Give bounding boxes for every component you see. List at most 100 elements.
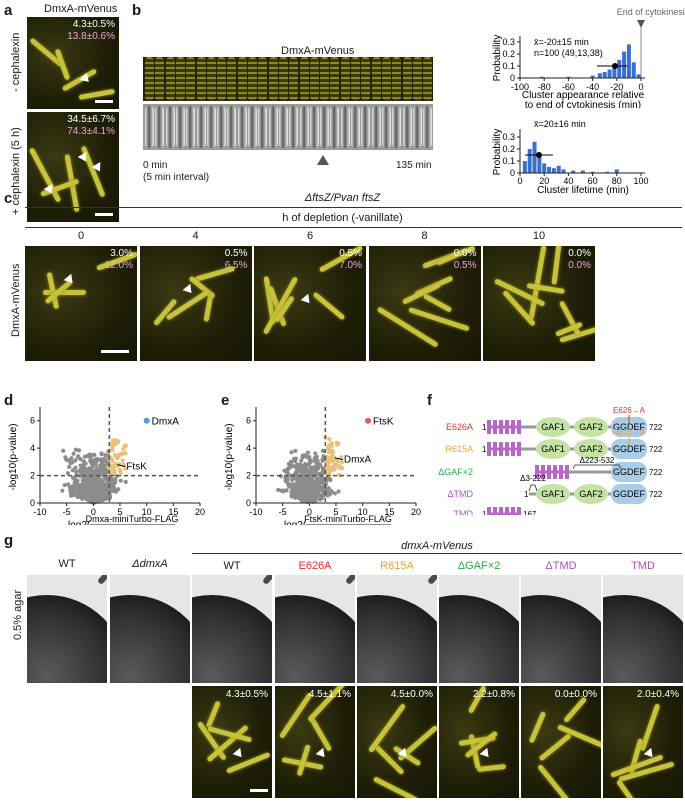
hist1-bar: [612, 66, 617, 78]
deletion-label: Δ223-532: [580, 456, 615, 465]
hist1-bar: [617, 60, 622, 78]
tmd-segment: [493, 507, 497, 515]
ytick: 0: [30, 498, 35, 508]
end-marker-icon: [637, 20, 645, 28]
volcano-point: [120, 458, 125, 463]
panel-c-axis: h of depletion (-vanillate): [282, 212, 403, 224]
panel-e-volcano: FtsK DmxA 0 2 4 6 -10 -5 0 5 10 15 20 -log10(p-value)…: [224, 407, 421, 525]
hist1-xtick: -80: [538, 82, 551, 92]
pct-white: 4.5±0.0%: [390, 689, 433, 700]
time-end: 135 min: [396, 160, 432, 171]
volcano-point: [337, 473, 342, 478]
highlight-label: DmxA: [152, 417, 180, 428]
volcano-point: [109, 463, 115, 468]
ggdef-label: GGDEF: [613, 467, 646, 477]
ytick: 2: [30, 471, 35, 481]
scale-bar: [101, 350, 129, 353]
volcano-point: [315, 466, 321, 471]
volcano-point: [293, 448, 298, 454]
gaf-domain: [574, 439, 608, 459]
volcano-point: [100, 464, 105, 469]
volcano-point: [104, 477, 109, 482]
strain-label: R615A: [380, 560, 414, 572]
volcano-point: [110, 438, 115, 443]
volcano-point: [103, 488, 108, 494]
volcano-point: [311, 467, 316, 472]
hist2-xtick: 40: [563, 176, 573, 186]
volcano-point: [83, 461, 88, 466]
volcano-point: [315, 491, 320, 497]
pct-white: 0.0%: [568, 248, 591, 259]
volcano-point: [308, 459, 313, 465]
start-residue: 1: [482, 510, 487, 515]
volcano-point: [88, 458, 93, 463]
volcano-point: [281, 489, 286, 494]
pct-pink: 13.8±0.6%: [67, 31, 115, 42]
hist2-stats: x̄=20±16 min: [534, 119, 586, 129]
volcano-point: [88, 453, 93, 458]
volcano-point: [118, 468, 123, 473]
volcano-point: [285, 471, 290, 476]
hist2-bar: [580, 170, 585, 173]
hist2-bar: [547, 167, 552, 173]
panel-a-image-2: 34.5±6.7% 74.3±4.1%: [27, 112, 119, 222]
hist1-xlabel-2: to end of cytokinesis (min): [525, 100, 641, 108]
panel-g-group-label: dmxA-mVenus: [401, 540, 473, 552]
pct-white: 2.2±0.8%: [472, 689, 515, 700]
volcano-point: [313, 451, 318, 456]
ggdef-label: GGDEF: [613, 422, 646, 432]
hist2-ytick: 0.2: [502, 144, 515, 154]
volcano-point: [299, 458, 304, 463]
panel-c-image: 0.5% 6.5%: [139, 246, 252, 361]
hist1-xlabel-1: Cluster appearance relative: [522, 90, 645, 101]
panel-g-micrograph: 4.5±1.1%: [275, 686, 355, 798]
xtick: 15: [168, 507, 178, 517]
time-start: 0 min: [143, 160, 168, 171]
volcano-point: [99, 451, 104, 456]
volcano-point: [80, 486, 85, 491]
hist1-ytick: 0: [510, 73, 515, 83]
volcano-point: [99, 460, 105, 465]
end-residue: 722: [649, 490, 663, 499]
hist1-n: n=100 (49,13,38): [534, 48, 603, 58]
panel-c-strain: ΔftsZ/Pvan ftsZ: [304, 192, 381, 204]
strain-label: E626A: [298, 560, 332, 572]
volcano-point: [69, 456, 74, 461]
volcano-point: [336, 489, 341, 494]
highlight-point: [365, 417, 371, 424]
panel-g-micrograph: 0.0±0.0%: [521, 686, 601, 798]
pct-white: 0.0%: [453, 248, 477, 259]
gaf-domain: [574, 484, 608, 504]
xtick: 10: [142, 507, 152, 517]
start-residue: 1: [524, 490, 529, 499]
volcano-point: [75, 478, 80, 483]
panel-a-image-1: 4.3±0.5% 13.8±0.6%: [27, 17, 119, 109]
xtick: 0: [91, 507, 96, 517]
ytick: 2: [246, 471, 251, 481]
hist2-bar: [605, 171, 610, 173]
hist2-bar: [561, 169, 566, 173]
hist2-bar: [571, 170, 576, 173]
volcano-point: [92, 479, 98, 484]
volcano-point: [89, 471, 95, 476]
volcano-point: [82, 468, 87, 473]
volcano-point: [285, 477, 290, 482]
strain-label: WT: [223, 560, 241, 572]
panel-c-image: 0.5% 7.0%: [254, 246, 366, 361]
hist2-bar: [537, 153, 542, 173]
timepoint-label: 6: [306, 230, 314, 242]
ytick: 6: [30, 416, 35, 426]
volcano-point: [288, 473, 293, 478]
scale-bar: [95, 213, 113, 216]
xtick: 5: [333, 507, 338, 517]
volcano-point: [290, 477, 295, 482]
volcano-point: [62, 482, 67, 488]
construct-name: ΔTMD: [447, 489, 473, 499]
panel-d-volcano: DmxA FtsK 0 2 4 6 -10 -5 0 5 10 15 20 -log10(p-value)…: [8, 407, 205, 525]
xlabel-numerator: FtsK-miniTurbo-FLAG: [304, 514, 392, 524]
gaf-domain: [536, 484, 570, 504]
xtick: 15: [384, 507, 394, 517]
volcano-point: [289, 494, 294, 499]
volcano-point: [103, 496, 109, 502]
xtick: 10: [358, 507, 368, 517]
